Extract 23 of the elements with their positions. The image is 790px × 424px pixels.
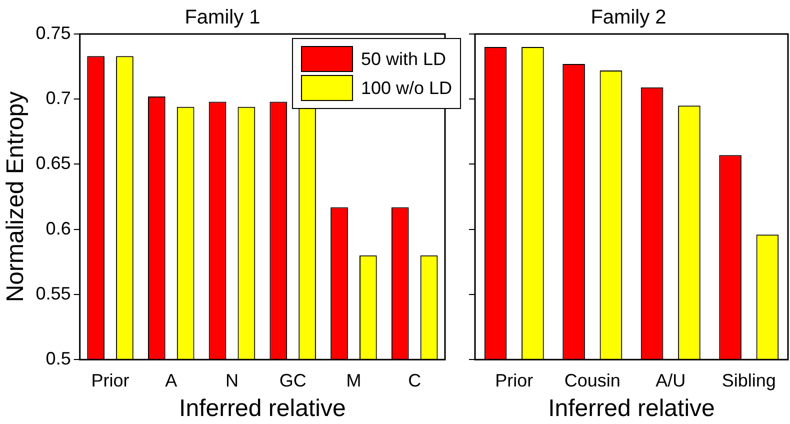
x-tick-label: A/U [656, 370, 686, 390]
x-tick-label: M [346, 370, 362, 390]
x-tick-label: N [225, 370, 238, 390]
y-axis-title: Normalized Entropy [2, 91, 30, 302]
x-tick-label: Prior [495, 370, 534, 390]
chart-title: Family 1 [184, 6, 260, 29]
y-tick-label: 0.6 [46, 218, 71, 238]
y-tick-label: 0.5 [46, 348, 71, 369]
y-tick-label: 0.55 [36, 283, 71, 304]
legend-label: 50 with LD [361, 48, 446, 70]
y-tick-label: 0.7 [46, 88, 71, 108]
x-tick-label: Cousin [564, 370, 620, 390]
x-tick-label: Sibling [722, 370, 776, 390]
y-tick-label: 0.75 [36, 22, 71, 43]
x-tick-label: Prior [91, 370, 130, 390]
chart-title: Family 2 [590, 6, 666, 29]
x-tick-label: GC [279, 370, 306, 390]
x-tick-label: A [165, 370, 178, 390]
x-axis-title: Inferred relative [548, 395, 715, 422]
legend-label: 100 w/o LD [361, 78, 452, 98]
y-tick-label: 0.65 [36, 153, 71, 174]
x-axis-title: Inferred relative [179, 395, 346, 422]
x-tick-label: C [408, 370, 422, 390]
